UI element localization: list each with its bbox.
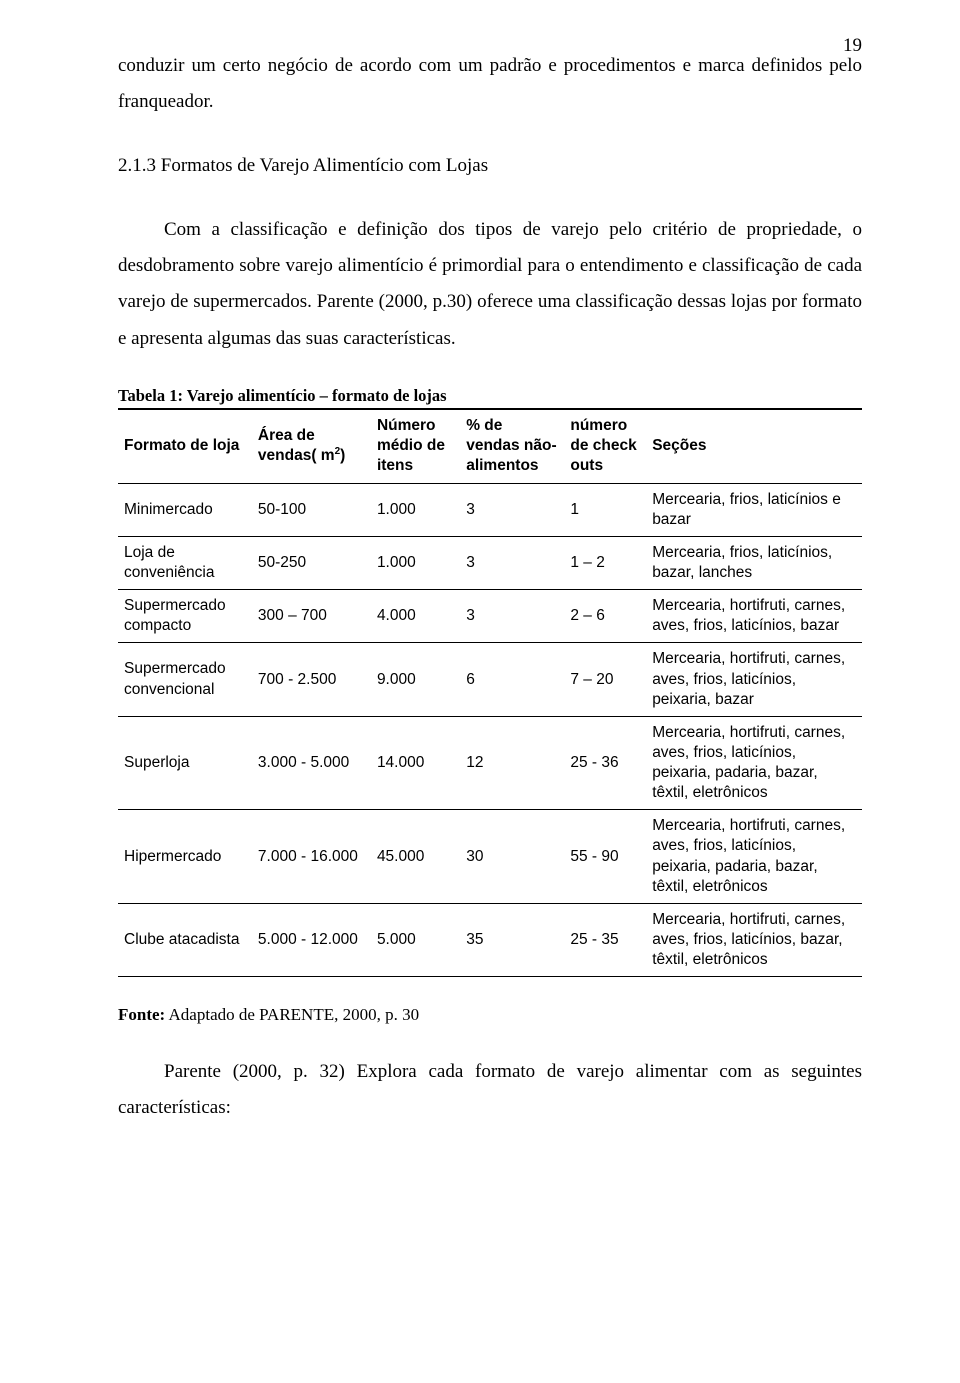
table-cell: 25 - 36 bbox=[564, 716, 646, 810]
paragraph-1: conduzir um certo negócio de acordo com … bbox=[118, 48, 862, 120]
table-cell: Mercearia, hortifruti, carnes, aves, fri… bbox=[646, 903, 862, 976]
page: 19 conduzir um certo negócio de acordo c… bbox=[0, 0, 960, 1383]
source-label: Fonte: bbox=[118, 1005, 165, 1024]
table-cell: Mercearia, frios, laticínios, bazar, lan… bbox=[646, 536, 862, 589]
th-area: Área de vendas( m2) bbox=[252, 409, 371, 483]
table-cell: Supermercado convencional bbox=[118, 643, 252, 716]
table-cell: 2 – 6 bbox=[564, 590, 646, 643]
table-cell: 25 - 35 bbox=[564, 903, 646, 976]
table-row: Superloja3.000 - 5.00014.0001225 - 36Mer… bbox=[118, 716, 862, 810]
table-cell: 12 bbox=[460, 716, 564, 810]
table-cell: Mercearia, hortifruti, carnes, aves, fri… bbox=[646, 643, 862, 716]
table-cell: 14.000 bbox=[371, 716, 460, 810]
table-cell: 700 - 2.500 bbox=[252, 643, 371, 716]
table-cell: 35 bbox=[460, 903, 564, 976]
table-cell: Mercearia, frios, laticínios e bazar bbox=[646, 483, 862, 536]
table-row: Hipermercado7.000 - 16.00045.0003055 - 9… bbox=[118, 810, 862, 904]
table-cell: Minimercado bbox=[118, 483, 252, 536]
table-cell: Mercearia, hortifruti, carnes, aves, fri… bbox=[646, 810, 862, 904]
table-cell: 1 – 2 bbox=[564, 536, 646, 589]
paragraph-3: Parente (2000, p. 32) Explora cada forma… bbox=[118, 1054, 862, 1126]
page-number: 19 bbox=[843, 36, 862, 55]
table-row: Minimercado50-1001.00031Mercearia, frios… bbox=[118, 483, 862, 536]
paragraph-2: Com a classificação e definição dos tipo… bbox=[118, 212, 862, 356]
table-varejo: Formato de loja Área de vendas( m2) Núme… bbox=[118, 408, 862, 977]
table-cell: 45.000 bbox=[371, 810, 460, 904]
table-cell: Hipermercado bbox=[118, 810, 252, 904]
table-cell: 30 bbox=[460, 810, 564, 904]
table-cell: 7 – 20 bbox=[564, 643, 646, 716]
table-cell: 300 – 700 bbox=[252, 590, 371, 643]
th-secoes: Seções bbox=[646, 409, 862, 483]
table-row: Supermercado compacto300 – 7004.00032 – … bbox=[118, 590, 862, 643]
section-heading: 2.1.3 Formatos de Varejo Alimentício com… bbox=[118, 148, 862, 184]
th-checkouts: número de check outs bbox=[564, 409, 646, 483]
th-itens: Número médio de itens bbox=[371, 409, 460, 483]
table-cell: 7.000 - 16.000 bbox=[252, 810, 371, 904]
table-body: Minimercado50-1001.00031Mercearia, frios… bbox=[118, 483, 862, 977]
table-cell: 3 bbox=[460, 536, 564, 589]
table-row: Clube atacadista5.000 - 12.0005.0003525 … bbox=[118, 903, 862, 976]
table-cell: 5.000 bbox=[371, 903, 460, 976]
table-caption: Tabela 1: Varejo alimentício – formato d… bbox=[118, 385, 862, 406]
th-area-line1: Área de bbox=[258, 427, 315, 444]
source-text: Adaptado de PARENTE, 2000, p. 30 bbox=[165, 1005, 419, 1024]
table-cell: 55 - 90 bbox=[564, 810, 646, 904]
table-cell: Mercearia, hortifruti, carnes, aves, fri… bbox=[646, 716, 862, 810]
table-cell: 1 bbox=[564, 483, 646, 536]
table-row: Supermercado convencional700 - 2.5009.00… bbox=[118, 643, 862, 716]
table-cell: 1.000 bbox=[371, 483, 460, 536]
table-cell: 1.000 bbox=[371, 536, 460, 589]
th-area-line2a: vendas( m bbox=[258, 447, 335, 464]
table-cell: Mercearia, hortifruti, carnes, aves, fri… bbox=[646, 590, 862, 643]
table-header-row: Formato de loja Área de vendas( m2) Núme… bbox=[118, 409, 862, 483]
table-cell: 3 bbox=[460, 483, 564, 536]
table-cell: 9.000 bbox=[371, 643, 460, 716]
table-cell: Loja de conveniência bbox=[118, 536, 252, 589]
th-pct: % de vendas não-alimentos bbox=[460, 409, 564, 483]
table-cell: Superloja bbox=[118, 716, 252, 810]
table-row: Loja de conveniência50-2501.00031 – 2Mer… bbox=[118, 536, 862, 589]
table-cell: 4.000 bbox=[371, 590, 460, 643]
table-source: Fonte: Adaptado de PARENTE, 2000, p. 30 bbox=[118, 999, 862, 1031]
table-cell: 5.000 - 12.000 bbox=[252, 903, 371, 976]
th-formato: Formato de loja bbox=[118, 409, 252, 483]
table-cell: 50-250 bbox=[252, 536, 371, 589]
table-cell: Supermercado compacto bbox=[118, 590, 252, 643]
table-cell: Clube atacadista bbox=[118, 903, 252, 976]
table-cell: 6 bbox=[460, 643, 564, 716]
table-cell: 3 bbox=[460, 590, 564, 643]
table-cell: 50-100 bbox=[252, 483, 371, 536]
th-area-line2b: ) bbox=[340, 447, 345, 464]
table-cell: 3.000 - 5.000 bbox=[252, 716, 371, 810]
